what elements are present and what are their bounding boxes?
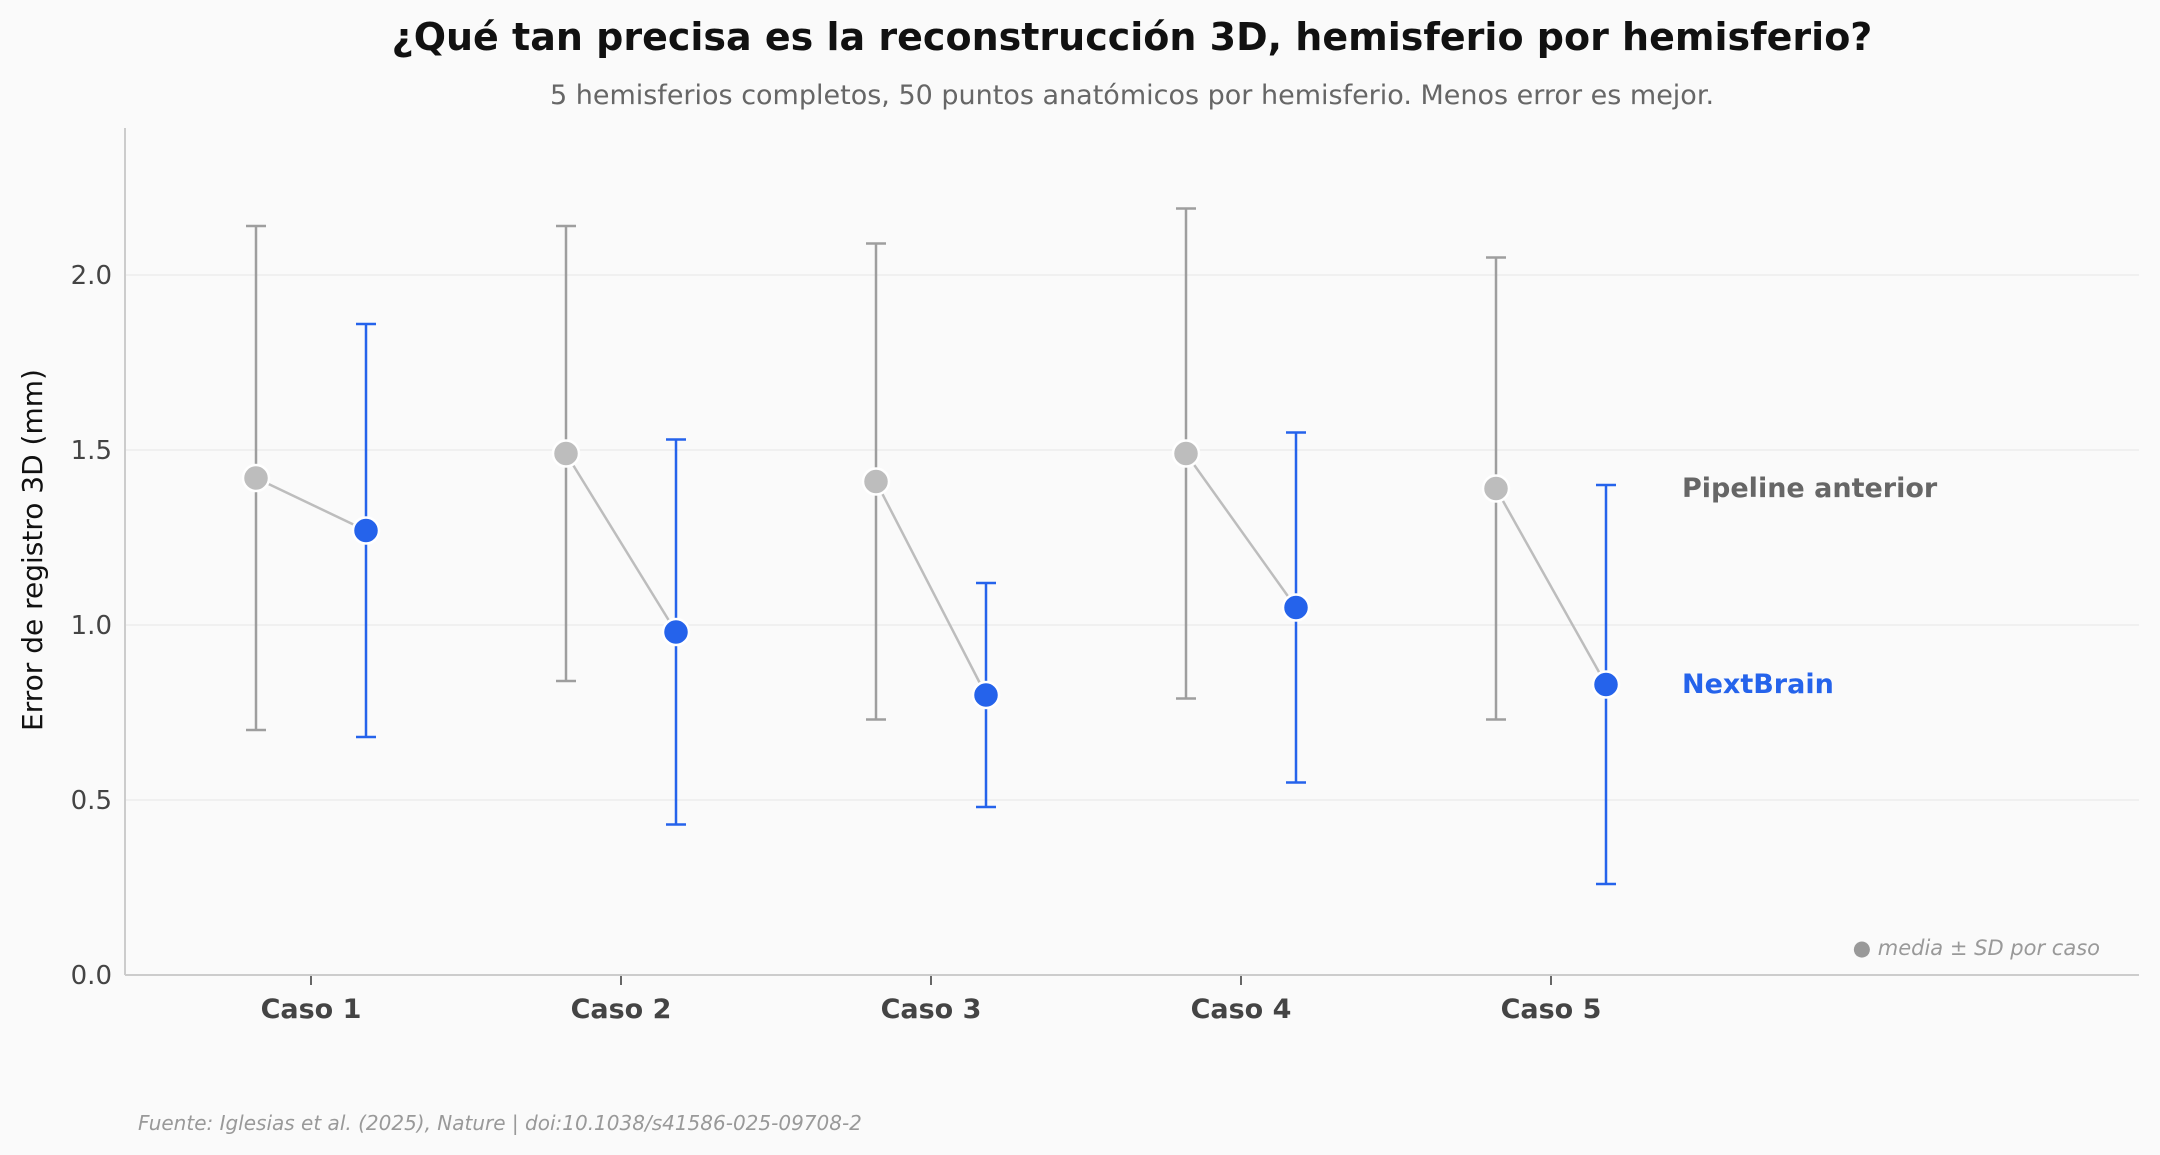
connector-line: [564, 452, 678, 633]
gridlines: [125, 274, 2139, 801]
chart-subtitle: 5 hemisferios completos, 50 puntos anató…: [550, 80, 1714, 111]
series-label-pipeline-anterior: Pipeline anterior: [1682, 473, 1938, 504]
errorbar-point: [661, 438, 691, 826]
connector-line: [255, 476, 367, 532]
y-axis-label: Error de registro 3D (mm): [16, 369, 49, 731]
errorbar-point: [1481, 256, 1511, 721]
errorbar-point: [551, 224, 581, 683]
errorbar-point: [351, 322, 381, 739]
mean-point: [1281, 593, 1311, 622]
x-tick-label: Caso 5: [1501, 994, 1602, 1025]
errorbar-point: [1281, 431, 1311, 784]
chart-title: ¿Qué tan precisa es la reconstrucción 3D…: [392, 15, 1873, 59]
y-tick-label: 1.0: [71, 611, 112, 641]
mean-point: [1171, 439, 1201, 468]
errorbar-point: [1171, 207, 1201, 700]
annotation-note: ● media ± SD por caso: [1853, 936, 2100, 960]
chart-marks: [241, 207, 1621, 886]
connector-line: [1494, 487, 1608, 686]
x-tick-label: Caso 2: [571, 994, 672, 1025]
y-tick-label: 0.0: [71, 961, 112, 991]
mean-point: [351, 516, 381, 545]
y-tick-label: 1.5: [71, 436, 112, 466]
source-footer: Fuente: Iglesias et al. (2025), Nature |…: [138, 1111, 862, 1135]
connector-line: [874, 480, 988, 696]
mean-point: [661, 617, 691, 647]
x-axis-ticks: Caso 1 Caso 2 Caso 3 Caso 4 Caso 5: [261, 975, 1602, 1025]
errorbar-point: [861, 242, 891, 721]
x-tick-label: Caso 1: [261, 994, 362, 1025]
connector-line: [1184, 452, 1298, 609]
errorbar-point: [241, 224, 271, 732]
mean-point: [1591, 670, 1621, 699]
x-tick-label: Caso 4: [1191, 994, 1292, 1025]
y-axis-ticks: 0.0 0.5 1.0 1.5 2.0: [71, 261, 112, 991]
series-label-nextbrain: NextBrain: [1682, 669, 1834, 700]
errorbar-point: [1591, 483, 1621, 886]
errorbar-point: [971, 581, 1001, 809]
mean-point: [1481, 474, 1511, 503]
mean-point: [861, 467, 891, 496]
mean-point: [971, 680, 1001, 710]
y-tick-label: 0.5: [71, 786, 112, 816]
mean-point: [551, 439, 581, 468]
x-tick-label: Caso 3: [881, 994, 982, 1025]
mean-point: [241, 463, 271, 493]
y-tick-label: 2.0: [71, 261, 112, 291]
